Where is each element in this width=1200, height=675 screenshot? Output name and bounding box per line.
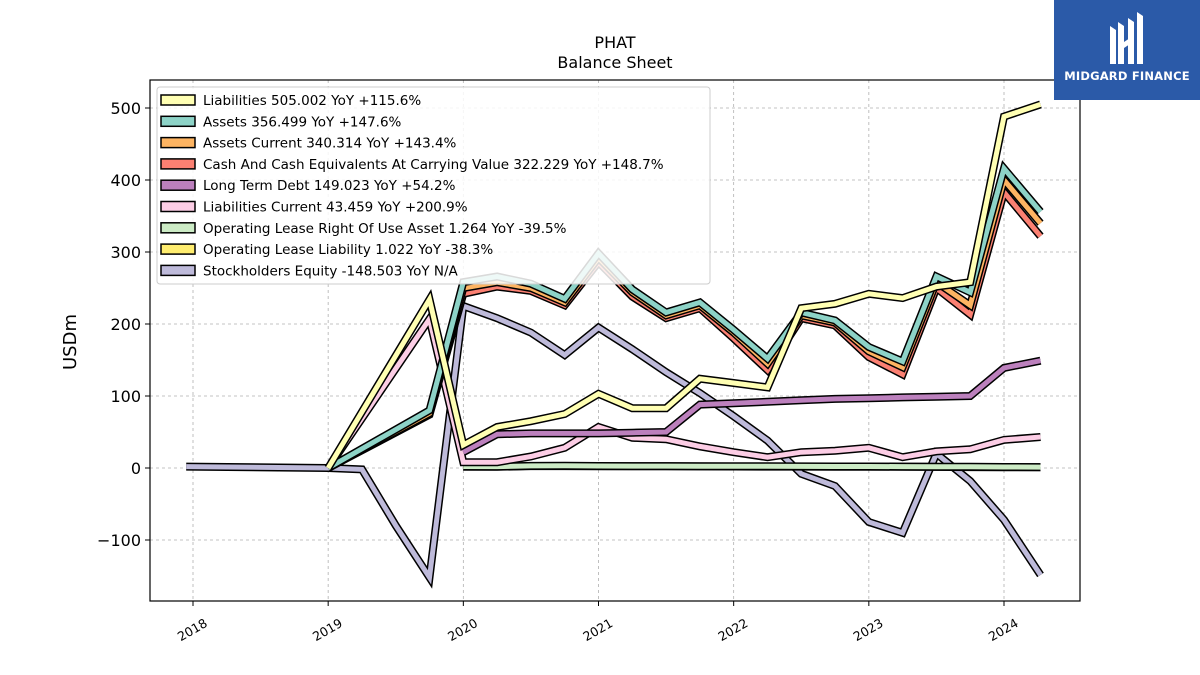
legend-swatch <box>160 94 196 106</box>
legend-box <box>156 86 711 285</box>
legend-label: Liabilities 505.002 YoY +115.6% <box>203 93 421 109</box>
legend-label: Liabilities Current 43.459 YoY +200.9% <box>203 200 468 216</box>
y-tick-label: −100 <box>97 531 141 550</box>
legend-label: Operating Lease Right Of Use Asset 1.264… <box>203 221 567 237</box>
legend-label: Stockholders Equity -148.503 YoY N/A <box>203 263 459 279</box>
y-axis-label: USDm <box>60 314 81 370</box>
brand-name: MIDGARD FINANCE <box>1064 69 1190 83</box>
series-line <box>186 302 1043 585</box>
plot-frame <box>149 79 1081 602</box>
series-line <box>462 358 1041 455</box>
legend-swatch <box>160 115 196 128</box>
legend-swatch <box>160 179 196 191</box>
y-tick-label: 400 <box>110 171 141 190</box>
series-line <box>326 312 1041 470</box>
legend-swatch <box>160 200 196 213</box>
chart-title: PHAT <box>594 33 635 52</box>
legend-label: Long Term Debt 149.023 YoY +54.2% <box>203 178 456 194</box>
brand-logo: MIDGARD FINANCE <box>1054 0 1200 100</box>
y-tick-label: 500 <box>110 99 141 118</box>
legend-swatch <box>160 136 196 149</box>
series-line <box>326 102 1042 470</box>
legend-label: Cash And Cash Equivalents At Carrying Va… <box>203 157 664 173</box>
y-tick-label: 300 <box>110 243 141 262</box>
legend-swatch <box>160 264 196 277</box>
legend-label: Assets Current 340.314 YoY +143.4% <box>203 136 457 152</box>
legend-swatch <box>160 158 196 170</box>
legend-swatch <box>160 243 196 255</box>
legend-swatch <box>160 222 196 234</box>
y-tick-label: 100 <box>110 387 141 406</box>
legend-label: Operating Lease Liability 1.022 YoY -38.… <box>203 242 493 258</box>
legend: Liabilities 505.002 YoY +115.6% Assets 35… <box>156 86 711 285</box>
y-tick-label: 0 <box>131 459 141 478</box>
chart-subtitle: Balance Sheet <box>557 53 672 72</box>
series-line <box>463 463 1041 470</box>
legend-label: Assets 356.499 YoY +147.6% <box>203 114 402 130</box>
y-tick-label: 200 <box>110 315 141 334</box>
midgard-logo-icon <box>1110 12 1143 64</box>
